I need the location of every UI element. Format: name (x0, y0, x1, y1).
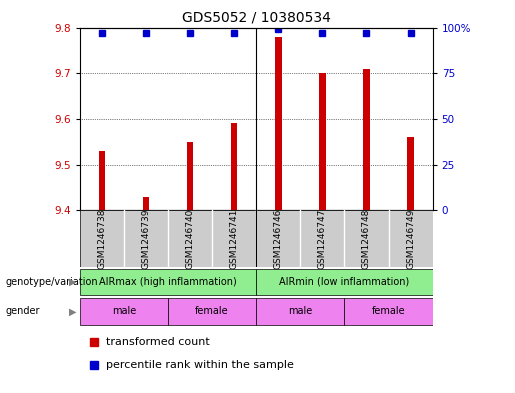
Text: ▶: ▶ (68, 307, 76, 316)
Text: male: male (112, 307, 136, 316)
Bar (345, 298, 433, 325)
Text: GSM1246748: GSM1246748 (362, 209, 371, 269)
Text: AIRmin (low inflammation): AIRmin (low inflammation) (279, 277, 409, 287)
Bar (187, 142, 193, 210)
Text: male: male (288, 307, 313, 316)
Text: GSM1246741: GSM1246741 (230, 209, 238, 269)
Text: GSM1246739: GSM1246739 (142, 209, 150, 269)
Bar (168, 298, 256, 325)
Text: AIRmax (high inflammation): AIRmax (high inflammation) (99, 277, 237, 287)
Bar (319, 73, 325, 210)
Bar (143, 196, 149, 210)
Text: ▶: ▶ (68, 277, 76, 287)
Bar (256, 298, 345, 325)
Text: GSM1246749: GSM1246749 (406, 209, 415, 269)
Text: gender: gender (5, 307, 40, 316)
Text: transformed count: transformed count (106, 338, 210, 347)
Text: GSM1246747: GSM1246747 (318, 209, 327, 269)
Text: genotype/variation: genotype/variation (5, 277, 98, 287)
Bar (407, 137, 414, 210)
Bar (80, 269, 256, 295)
Text: GSM1246746: GSM1246746 (274, 209, 283, 269)
Bar (98, 151, 105, 210)
Bar (256, 269, 433, 295)
Text: female: female (195, 307, 229, 316)
Text: percentile rank within the sample: percentile rank within the sample (106, 360, 294, 370)
Text: female: female (372, 307, 405, 316)
Bar (275, 37, 282, 210)
Bar (80, 298, 168, 325)
Text: GSM1246740: GSM1246740 (185, 209, 195, 269)
Bar (363, 69, 370, 210)
Text: GSM1246738: GSM1246738 (97, 209, 107, 269)
Title: GDS5052 / 10380534: GDS5052 / 10380534 (182, 11, 331, 25)
Bar (231, 123, 237, 210)
